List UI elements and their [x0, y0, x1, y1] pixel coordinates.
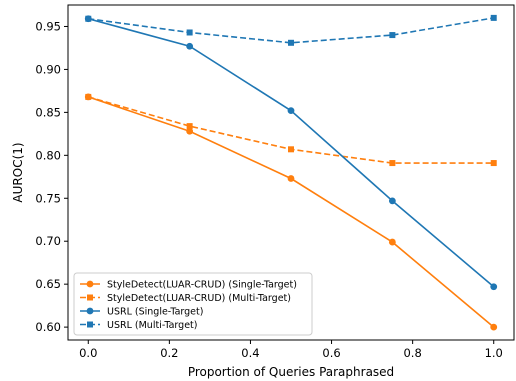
legend-marker [87, 294, 93, 301]
y-tick-label: 0.65 [35, 277, 61, 291]
legend-label: StyleDetect(LUAR-CRUD) (Single-Target) [107, 280, 297, 291]
series-line-2 [88, 17, 495, 288]
legend-label: USRL (Multi-Target) [107, 320, 197, 331]
data-point [287, 107, 295, 115]
legend-box [73, 272, 313, 336]
plot-frame [67, 4, 515, 341]
x-tick-label: 1.0 [485, 346, 503, 360]
data-point [389, 160, 396, 167]
data-point [85, 15, 92, 22]
data-point [389, 32, 396, 39]
series-line-3 [88, 17, 494, 44]
data-point [186, 42, 194, 50]
x-tick-label: 0.8 [403, 346, 421, 360]
y-tick-label: 0.75 [35, 191, 61, 205]
legend-marker [86, 280, 94, 288]
data-point [490, 14, 497, 21]
y-tick-label: 0.95 [35, 19, 61, 33]
legend-marker [87, 321, 93, 328]
data-point [186, 29, 193, 36]
data-point [288, 146, 294, 153]
y-tick-label: 0.70 [35, 234, 61, 248]
legend-marker [86, 307, 94, 315]
y-tick-label: 0.60 [35, 320, 61, 334]
y-tick-label: 0.90 [35, 62, 61, 76]
data-point [388, 197, 396, 205]
y-tick-label: 0.80 [35, 148, 61, 162]
plot-markers [84, 14, 498, 331]
legend-label: USRL (Single-Target) [107, 307, 203, 318]
y-axis: 0.60 0.65 0.70 0.75 0.80 0.85 0.90 0.95 [35, 19, 68, 334]
x-axis: 0.0 0.2 0.4 0.6 0.8 1.0 [79, 340, 503, 360]
data-point [288, 39, 294, 46]
x-tick-label: 0.6 [322, 346, 340, 360]
series-line-1 [88, 96, 494, 164]
legend: StyleDetect(LUAR-CRUD) (Single-Target) St… [73, 272, 313, 336]
data-point [490, 323, 498, 331]
y-axis-label: AUROC(1) [11, 142, 25, 202]
data-point [186, 127, 194, 135]
y-tick-label: 0.85 [35, 105, 61, 119]
legend-label: StyleDetect(LUAR-CRUD) (Multi-Target) [107, 293, 291, 304]
x-axis-label: Proportion of Queries Paraphrased [188, 365, 394, 379]
data-point [490, 160, 497, 167]
data-point [85, 93, 92, 100]
x-tick-label: 0.4 [241, 346, 259, 360]
data-point [388, 238, 396, 246]
data-point [186, 123, 193, 130]
x-tick-label: 0.0 [79, 346, 97, 360]
data-point [490, 283, 498, 291]
data-point [287, 175, 295, 182]
x-tick-label: 0.2 [160, 346, 178, 360]
